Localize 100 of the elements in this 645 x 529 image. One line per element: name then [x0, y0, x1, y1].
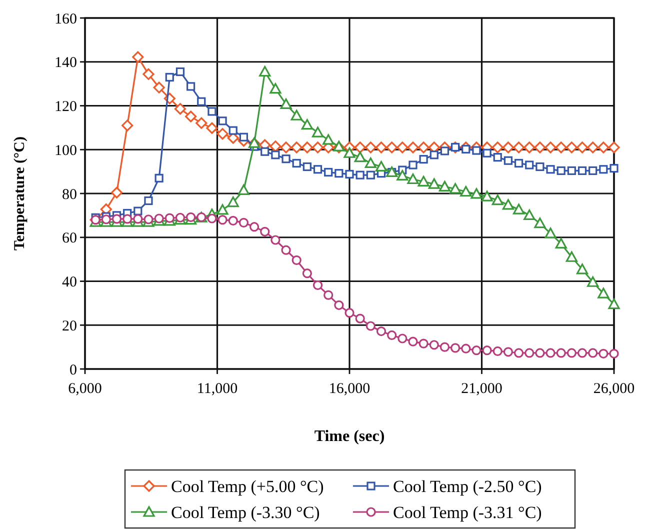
point: [185, 110, 197, 122]
point: [260, 147, 270, 156]
point: [598, 142, 610, 154]
point: [418, 338, 428, 348]
point: [122, 214, 132, 224]
point: [364, 142, 376, 154]
point: [512, 204, 525, 214]
point: [281, 245, 291, 255]
point: [408, 336, 418, 346]
point: [228, 126, 238, 135]
point: [249, 222, 260, 232]
point: [396, 170, 408, 181]
point: [482, 346, 492, 356]
point: [344, 308, 354, 318]
point: [227, 196, 239, 208]
point: [514, 158, 524, 168]
x-tick-label: 16,000: [328, 381, 370, 397]
point: [216, 128, 228, 140]
point: [567, 166, 576, 175]
y-tick-label: 160: [54, 11, 77, 28]
legend-label: Cool Temp (+5.00 °C): [171, 476, 324, 496]
point: [312, 280, 323, 290]
point: [301, 119, 313, 130]
point: [556, 348, 566, 358]
point: [165, 72, 174, 82]
point: [534, 142, 546, 154]
point: [419, 154, 428, 164]
point: [524, 209, 536, 220]
point: [206, 122, 218, 134]
point: [270, 140, 282, 152]
point: [259, 66, 271, 77]
point: [154, 174, 164, 182]
point: [270, 83, 282, 94]
point: [512, 142, 525, 154]
point: [313, 165, 322, 174]
y-tick-label: 100: [54, 142, 77, 159]
point: [524, 142, 536, 154]
x-tick-label: 26,000: [593, 381, 635, 397]
point: [282, 154, 290, 164]
point: [492, 142, 504, 154]
point: [324, 290, 334, 300]
point: [428, 178, 440, 189]
point: [175, 212, 186, 222]
point: [375, 160, 388, 172]
point: [333, 140, 345, 152]
point: [440, 342, 450, 352]
point: [578, 166, 587, 175]
point: [292, 255, 302, 265]
point: [504, 156, 512, 165]
point: [302, 162, 312, 172]
x-tick-label: 6,000: [68, 381, 102, 397]
point: [481, 190, 493, 202]
point: [312, 126, 324, 138]
point: [438, 180, 451, 192]
point: [577, 348, 588, 358]
point: [144, 196, 153, 206]
point: [164, 213, 174, 223]
point: [260, 226, 270, 236]
point: [101, 214, 111, 224]
point: [280, 142, 292, 154]
point: [144, 214, 154, 224]
point: [461, 344, 471, 354]
point: [608, 298, 620, 310]
point: [153, 82, 165, 94]
point: [609, 348, 619, 358]
point: [280, 98, 292, 110]
point: [534, 218, 546, 228]
point: [322, 134, 334, 145]
point: [270, 235, 280, 245]
point: [154, 214, 164, 224]
point: [546, 165, 555, 174]
point: [430, 150, 438, 160]
point: [450, 343, 460, 353]
y-tick-label: 80: [62, 186, 77, 203]
point: [228, 216, 238, 226]
point: [354, 152, 366, 162]
point: [376, 326, 386, 336]
point: [472, 146, 481, 155]
point: [429, 340, 439, 350]
point: [334, 300, 344, 310]
point: [503, 347, 513, 357]
point: [110, 186, 123, 198]
point: [112, 214, 122, 224]
point: [588, 166, 598, 175]
point: [482, 148, 492, 158]
x-axis-title: Time (sec): [314, 428, 385, 445]
point: [122, 120, 134, 132]
point: [197, 97, 206, 106]
point: [418, 142, 430, 154]
point: [207, 214, 217, 224]
point: [407, 142, 419, 154]
legend-label: Cool Temp (-2.50 °C): [393, 476, 542, 496]
point: [598, 288, 610, 298]
point: [345, 170, 354, 178]
point: [470, 188, 482, 199]
point: [292, 158, 301, 168]
point: [502, 199, 514, 210]
point: [216, 204, 228, 215]
point: [502, 142, 514, 154]
point: [544, 228, 556, 238]
